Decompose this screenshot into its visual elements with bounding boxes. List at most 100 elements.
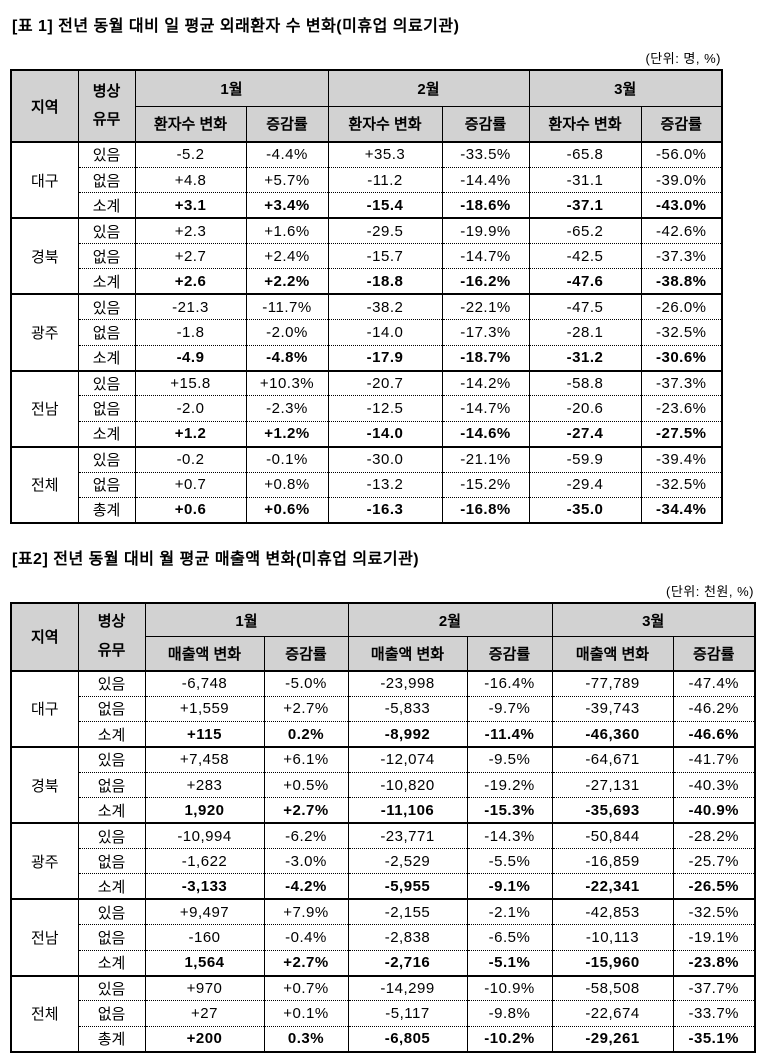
table-row: 대구 있음 -6,748 -5.0% -23,998 -16.4% -77,789 -47.4… [10,669,756,748]
rate-cell: +10.3% [245,369,329,396]
bed-status-cell: 소계 [77,949,146,976]
rate-cell: -10.9% [466,974,553,1001]
value-cell: -1.8 [134,319,247,346]
rate-cell: -37.7% [672,974,756,1001]
value-cell: -59.9 [528,445,642,473]
rate-cell: -5.0% [263,669,349,697]
rate-cell: -9.7% [466,695,553,722]
bed-status-cell: 없음 [77,924,146,951]
value-cell: -5,833 [347,695,468,722]
value-cell: +4.8 [134,166,247,193]
rate-cell: -2.0% [245,319,329,346]
rate-cell: -56.0% [640,140,723,168]
table1-unit-note: (단위: 명, %) [645,51,721,66]
rate-cell: -40.3% [672,771,756,798]
table-row: 없음 -160 -0.4% -2,838 -6.5% -10,113 -19.1% [11,924,756,951]
bed-status-cell: 없음 [77,319,136,346]
value-cell: +970 [144,974,265,1001]
region-cell: 대구 [10,669,79,748]
value-cell: +35.3 [327,140,443,168]
bed-status-column-header: 병상 유무 [77,602,146,672]
value-cell: -2.0 [134,395,247,422]
outpatient-change-table: 지역 병상 유무 1월 2월 3월 환자수 변화 증감률 환자수 변화 증감률 환자수 변화 증감률 대… [10,69,723,524]
bed-status-cell: 있음 [77,217,136,244]
rate-cell: -10.2% [466,1025,553,1052]
value-cell: -5.2 [134,140,247,168]
value-cell: -16,859 [551,848,674,874]
table-row: 소계 1,920 +2.7% -11,106 -15.3% -35,693 -40.9% [11,797,756,824]
rate-cell: -30.6% [640,344,723,371]
revenue-change-table: 지역 병상 유무 1월 2월 3월 매출액 변화 증감률 매출액 변화 증감률 매출액 변화 증감률 대… [10,601,756,1053]
table-row: 전체 있음 +970 +0.7% -14,299 -10.9% -58,508 -37.7% [10,974,756,1052]
value-cell: -2,155 [347,898,468,925]
value-cell: +15.8 [134,369,247,396]
value-cell: -65.8 [528,140,642,168]
value-cell: -27.4 [528,420,642,447]
month-header: 3월 [551,602,756,638]
rate-cell: -26.0% [640,293,723,320]
table-row: 없음 -1,622 -3.0% -2,529 -5.5% -16,859 -25.7% [11,848,756,874]
region-cell: 전남 [10,898,79,976]
rate-cell: -32.5% [672,898,756,925]
table-row: 없음 +283 +0.5% -10,820 -19.2% -27,131 -40.3% [11,771,756,798]
value-cell: +283 [144,771,265,798]
month-header: 2월 [327,69,530,107]
value-cell: -29.4 [528,471,642,498]
value-cell: -77,789 [551,669,674,697]
rate-cell: -42.6% [640,217,723,244]
rate-cell: -0.1% [245,445,329,473]
rate-cell: -23.8% [672,949,756,976]
region-column-header: 지역 [10,69,79,143]
value-cell: +27 [144,1000,265,1027]
value-cell: 1,920 [144,797,265,824]
table-row: 소계 +115 0.2% -8,992 -11.4% -46,360 -46.6% [11,721,756,748]
value-cell: -2,716 [347,949,468,976]
value-cell: -22,341 [551,873,674,900]
bed-status-cell: 있음 [77,822,146,849]
value-cell: -50,844 [551,822,674,849]
value-cell: -10,113 [551,924,674,951]
value-cell: -35,693 [551,797,674,824]
month-header: 3월 [528,69,723,107]
rate-cell: -23.6% [640,395,723,422]
rate-cell: -6.2% [263,822,349,849]
rate-cell: -38.8% [640,268,723,295]
rate-cell: -3.0% [263,848,349,874]
value-cell: +2.3 [134,217,247,244]
value-cell: -10,994 [144,822,265,849]
value-cell: -10,820 [347,771,468,798]
rate-cell: -32.5% [640,319,723,346]
value-cell: -29.5 [327,217,443,244]
bed-status-cell: 있음 [77,669,146,697]
rate-cell: -4.2% [263,873,349,900]
rate-cell: -17.3% [441,319,530,346]
rate-cell: 0.2% [263,721,349,748]
rate-cell: +0.1% [263,1000,349,1027]
rate-cell: +2.7% [263,949,349,976]
value-cell: +3.1 [134,192,247,219]
value-cell: -28.1 [528,319,642,346]
rate-column-header: 증감률 [640,105,723,143]
rate-column-header: 증감률 [245,105,329,143]
rate-cell: +3.4% [245,192,329,219]
rate-cell: -16.4% [466,669,553,697]
rate-cell: -9.8% [466,1000,553,1027]
rate-cell: -27.5% [640,420,723,447]
value-cell: -14.0 [327,319,443,346]
rate-cell: -34.4% [640,496,723,523]
rate-cell: -14.4% [441,166,530,193]
rate-cell: -18.7% [441,344,530,371]
rate-cell: -33.5% [441,140,530,168]
value-cell: -42.5 [528,243,642,269]
rate-cell: +7.9% [263,898,349,925]
month-header: 1월 [144,602,349,638]
table2-title: [표2] 전년 동월 대비 월 평균 매출액 변화(미휴업 의료기관) [12,550,420,568]
revenue-table-section: [표2] 전년 동월 대비 월 평균 매출액 변화(미휴업 의료기관) (단위:… [10,545,772,1053]
value-cell: -16.3 [327,496,443,523]
value-cell: -20.7 [327,369,443,396]
table-row: 없음 +0.7 +0.8% -13.2 -15.2% -29.4 -32.5% [11,471,723,498]
table-row: 소계 +3.1 +3.4% -15.4 -18.6% -37.1 -43.0% [11,192,723,219]
rate-cell: -37.3% [640,369,723,396]
value-cell: -8,992 [347,721,468,748]
table-row: 전체 있음 -0.2 -0.1% -30.0 -21.1% -59.9 -39.4% [10,445,723,523]
